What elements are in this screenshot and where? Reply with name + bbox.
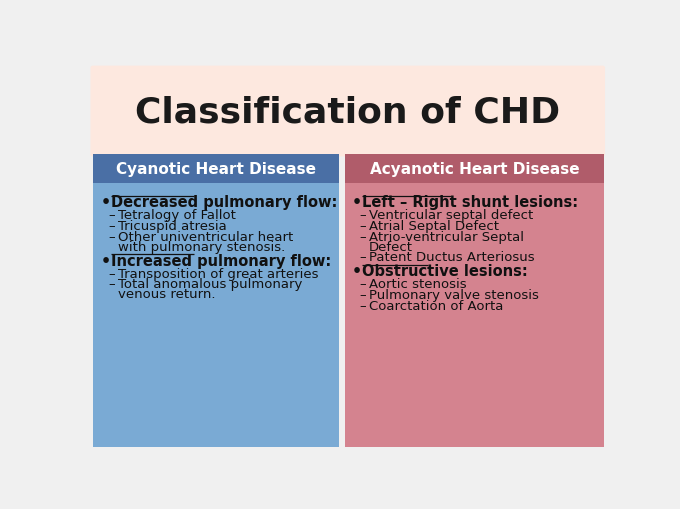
Text: –: –	[108, 230, 115, 243]
Text: –: –	[359, 299, 366, 313]
FancyBboxPatch shape	[90, 67, 605, 157]
Text: with pulmonary stenosis.: with pulmonary stenosis.	[118, 240, 285, 253]
Text: Pulmonary valve stenosis: Pulmonary valve stenosis	[369, 289, 539, 301]
Text: Tetralogy of Fallot: Tetralogy of Fallot	[118, 209, 235, 221]
Text: Transposition of great arteries: Transposition of great arteries	[118, 267, 318, 280]
Text: venous return.: venous return.	[118, 288, 215, 301]
FancyBboxPatch shape	[345, 160, 605, 447]
Text: Total anomalous pulmonary: Total anomalous pulmonary	[118, 278, 302, 291]
Text: –: –	[359, 278, 366, 291]
Text: Aortic stenosis: Aortic stenosis	[369, 278, 466, 291]
Text: Tricuspid atresia: Tricuspid atresia	[118, 219, 226, 233]
Text: Decreased pulmonary flow:: Decreased pulmonary flow:	[111, 195, 337, 210]
Text: Increased pulmonary flow:: Increased pulmonary flow:	[111, 253, 331, 268]
Text: Obstructive lesions:: Obstructive lesions:	[362, 264, 528, 279]
Text: •: •	[101, 253, 111, 268]
Text: •: •	[352, 264, 362, 279]
Text: •: •	[101, 195, 111, 210]
FancyBboxPatch shape	[92, 160, 339, 447]
Text: Atrial Septal Defect: Atrial Septal Defect	[369, 219, 498, 233]
Text: •: •	[352, 195, 362, 210]
Text: –: –	[359, 230, 366, 243]
Text: Classification of CHD: Classification of CHD	[135, 95, 560, 129]
Text: Cyanotic Heart Disease: Cyanotic Heart Disease	[116, 162, 316, 177]
Text: Left – Right shunt lesions:: Left – Right shunt lesions:	[362, 195, 578, 210]
Text: –: –	[359, 289, 366, 301]
Text: Coarctation of Aorta: Coarctation of Aorta	[369, 299, 503, 313]
Text: –: –	[108, 267, 115, 280]
Text: –: –	[359, 219, 366, 233]
Text: –: –	[359, 209, 366, 221]
Text: –: –	[108, 209, 115, 221]
Text: –: –	[108, 219, 115, 233]
Text: Defect: Defect	[369, 240, 413, 253]
Text: –: –	[108, 278, 115, 291]
FancyBboxPatch shape	[345, 155, 605, 184]
FancyBboxPatch shape	[92, 155, 339, 184]
Text: Acyanotic Heart Disease: Acyanotic Heart Disease	[370, 162, 579, 177]
Text: Other univentricular heart: Other univentricular heart	[118, 230, 293, 243]
Text: –: –	[359, 251, 366, 264]
Text: Patent Ductus Arteriosus: Patent Ductus Arteriosus	[369, 251, 534, 264]
Text: Atrio-ventricular Septal: Atrio-ventricular Septal	[369, 230, 524, 243]
Text: Ventricular septal defect: Ventricular septal defect	[369, 209, 533, 221]
